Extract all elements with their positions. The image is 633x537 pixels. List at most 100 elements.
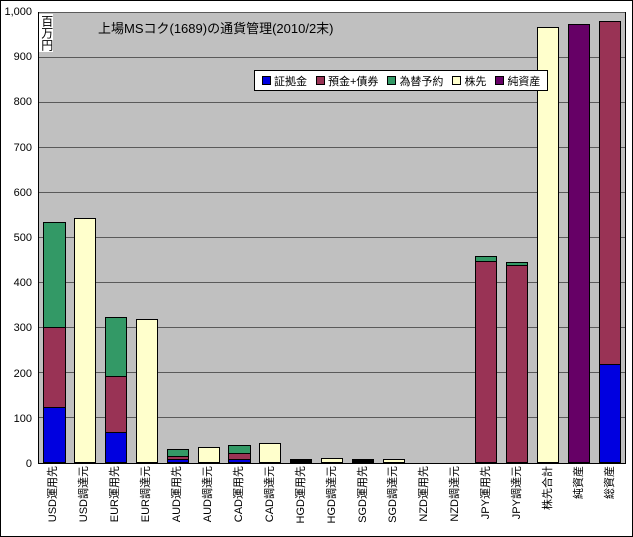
bar-slot bbox=[101, 13, 132, 463]
bar-segment bbox=[320, 457, 344, 463]
gridline bbox=[39, 237, 625, 238]
category-label-cell: NZD運用先 bbox=[409, 466, 440, 536]
stacked-bar bbox=[74, 13, 97, 463]
legend-item: 預金+債券 bbox=[316, 73, 378, 89]
category-label: HGD調達元 bbox=[325, 466, 338, 524]
legend-label: 証拠金 bbox=[274, 75, 307, 88]
y-tick-label: 400 bbox=[13, 277, 32, 290]
bar-slot bbox=[255, 13, 286, 463]
gridline bbox=[39, 192, 625, 193]
category-label: NZD運用先 bbox=[418, 466, 431, 522]
bar-segment bbox=[475, 260, 498, 463]
bar-segment bbox=[43, 222, 66, 328]
stacked-bar bbox=[43, 13, 66, 463]
category-label-cell: EUR調達元 bbox=[131, 466, 162, 536]
bar-slot bbox=[378, 13, 409, 463]
bar-slot bbox=[317, 13, 348, 463]
category-label-cell: USD調達元 bbox=[69, 466, 100, 536]
category-label-cell: NZD調達元 bbox=[440, 466, 471, 536]
bar-slot bbox=[193, 13, 224, 463]
stacked-bar bbox=[382, 13, 405, 463]
legend-item: 為替予約 bbox=[387, 73, 443, 89]
bar-segment bbox=[228, 458, 251, 463]
bar-slot bbox=[502, 13, 533, 463]
legend-label: 株先 bbox=[464, 75, 487, 88]
bar-segment bbox=[166, 459, 189, 463]
category-label-cell: SGD運用先 bbox=[348, 466, 379, 536]
gridline bbox=[39, 12, 625, 13]
y-tick-label: 0 bbox=[25, 458, 32, 470]
gridline bbox=[39, 102, 625, 103]
category-label-cell: CAD運用先 bbox=[224, 466, 255, 536]
bar-segment bbox=[351, 461, 374, 463]
gridline bbox=[39, 327, 625, 328]
category-label: EUR調達元 bbox=[139, 466, 152, 523]
bar-segment bbox=[598, 364, 621, 463]
stacked-bar bbox=[351, 13, 374, 463]
bar-slot bbox=[594, 13, 625, 463]
gridline bbox=[39, 57, 625, 58]
stacked-bar bbox=[536, 13, 560, 463]
bar-segment bbox=[536, 26, 560, 463]
stacked-bar bbox=[567, 13, 590, 463]
category-label-cell: CAD調達元 bbox=[255, 466, 286, 536]
bar-segment bbox=[43, 326, 66, 408]
legend-item: 株先 bbox=[452, 73, 486, 89]
stacked-bar bbox=[598, 13, 621, 463]
category-label-cell: AUD調達元 bbox=[193, 466, 224, 536]
bar-segment bbox=[105, 376, 128, 433]
category-label-cell: 純資産 bbox=[564, 466, 595, 536]
bar-slot bbox=[471, 13, 502, 463]
bar-segment bbox=[105, 316, 128, 378]
category-label-cell: JPY調達元 bbox=[502, 466, 533, 536]
chart-title: 上場MSコク(1689)の通貨管理(2010/2末) bbox=[98, 21, 334, 36]
y-tick-label: 300 bbox=[13, 322, 32, 335]
bar-slot bbox=[347, 13, 378, 463]
category-label-cell: AUD運用先 bbox=[162, 466, 193, 536]
category-label-cell: 株先合計 bbox=[533, 466, 564, 536]
legend-label: 純資産 bbox=[507, 75, 541, 88]
bar-segment bbox=[105, 431, 128, 463]
category-label: AUD調達元 bbox=[201, 466, 214, 523]
bar-segment bbox=[598, 20, 621, 365]
legend-swatch bbox=[387, 76, 397, 85]
y-tick-label: 200 bbox=[13, 367, 32, 380]
stacked-bar bbox=[135, 13, 159, 463]
y-tick-label: 500 bbox=[13, 232, 32, 244]
category-label-cell: HGD調達元 bbox=[317, 466, 348, 536]
category-label: EUR運用先 bbox=[108, 466, 121, 523]
stacked-bar bbox=[290, 13, 313, 463]
category-label: HGD運用先 bbox=[294, 466, 307, 524]
category-label: JPY調達元 bbox=[511, 466, 524, 520]
stacked-bar bbox=[505, 13, 529, 463]
y-axis: 1,000 900 800 700 600 500 400 300 200 100 0 bbox=[1, 7, 35, 470]
bar-slot bbox=[39, 13, 70, 463]
legend: 証拠金 預金+債券 為替予約 株先 純資産 bbox=[254, 70, 549, 91]
bar-slot bbox=[224, 13, 255, 463]
legend-swatch bbox=[495, 76, 505, 85]
category-label: 総資産 bbox=[604, 466, 617, 499]
y-tick-label: 100 bbox=[13, 412, 32, 425]
bar-segment bbox=[74, 217, 97, 463]
category-label: NZD調達元 bbox=[449, 466, 462, 522]
bar-segment bbox=[197, 447, 220, 463]
category-label: CAD調達元 bbox=[263, 466, 276, 523]
legend-swatch bbox=[452, 76, 462, 85]
y-tick-label: 800 bbox=[13, 96, 32, 109]
stacked-bar bbox=[166, 13, 189, 463]
bar-slot bbox=[132, 13, 163, 463]
stacked-bar bbox=[197, 13, 220, 463]
gridline bbox=[39, 147, 625, 148]
bar-slot bbox=[286, 13, 317, 463]
gridline bbox=[39, 282, 625, 283]
y-tick-label: 700 bbox=[13, 141, 32, 154]
category-label: 株先合計 bbox=[542, 466, 555, 510]
category-label: USD運用先 bbox=[46, 466, 59, 523]
stacked-bar bbox=[475, 13, 498, 463]
legend-item: 純資産 bbox=[495, 73, 540, 89]
category-label: JPY運用先 bbox=[480, 466, 493, 520]
category-label: AUD運用先 bbox=[170, 466, 183, 523]
y-tick-label: 600 bbox=[13, 186, 32, 199]
legend-swatch bbox=[262, 76, 271, 85]
